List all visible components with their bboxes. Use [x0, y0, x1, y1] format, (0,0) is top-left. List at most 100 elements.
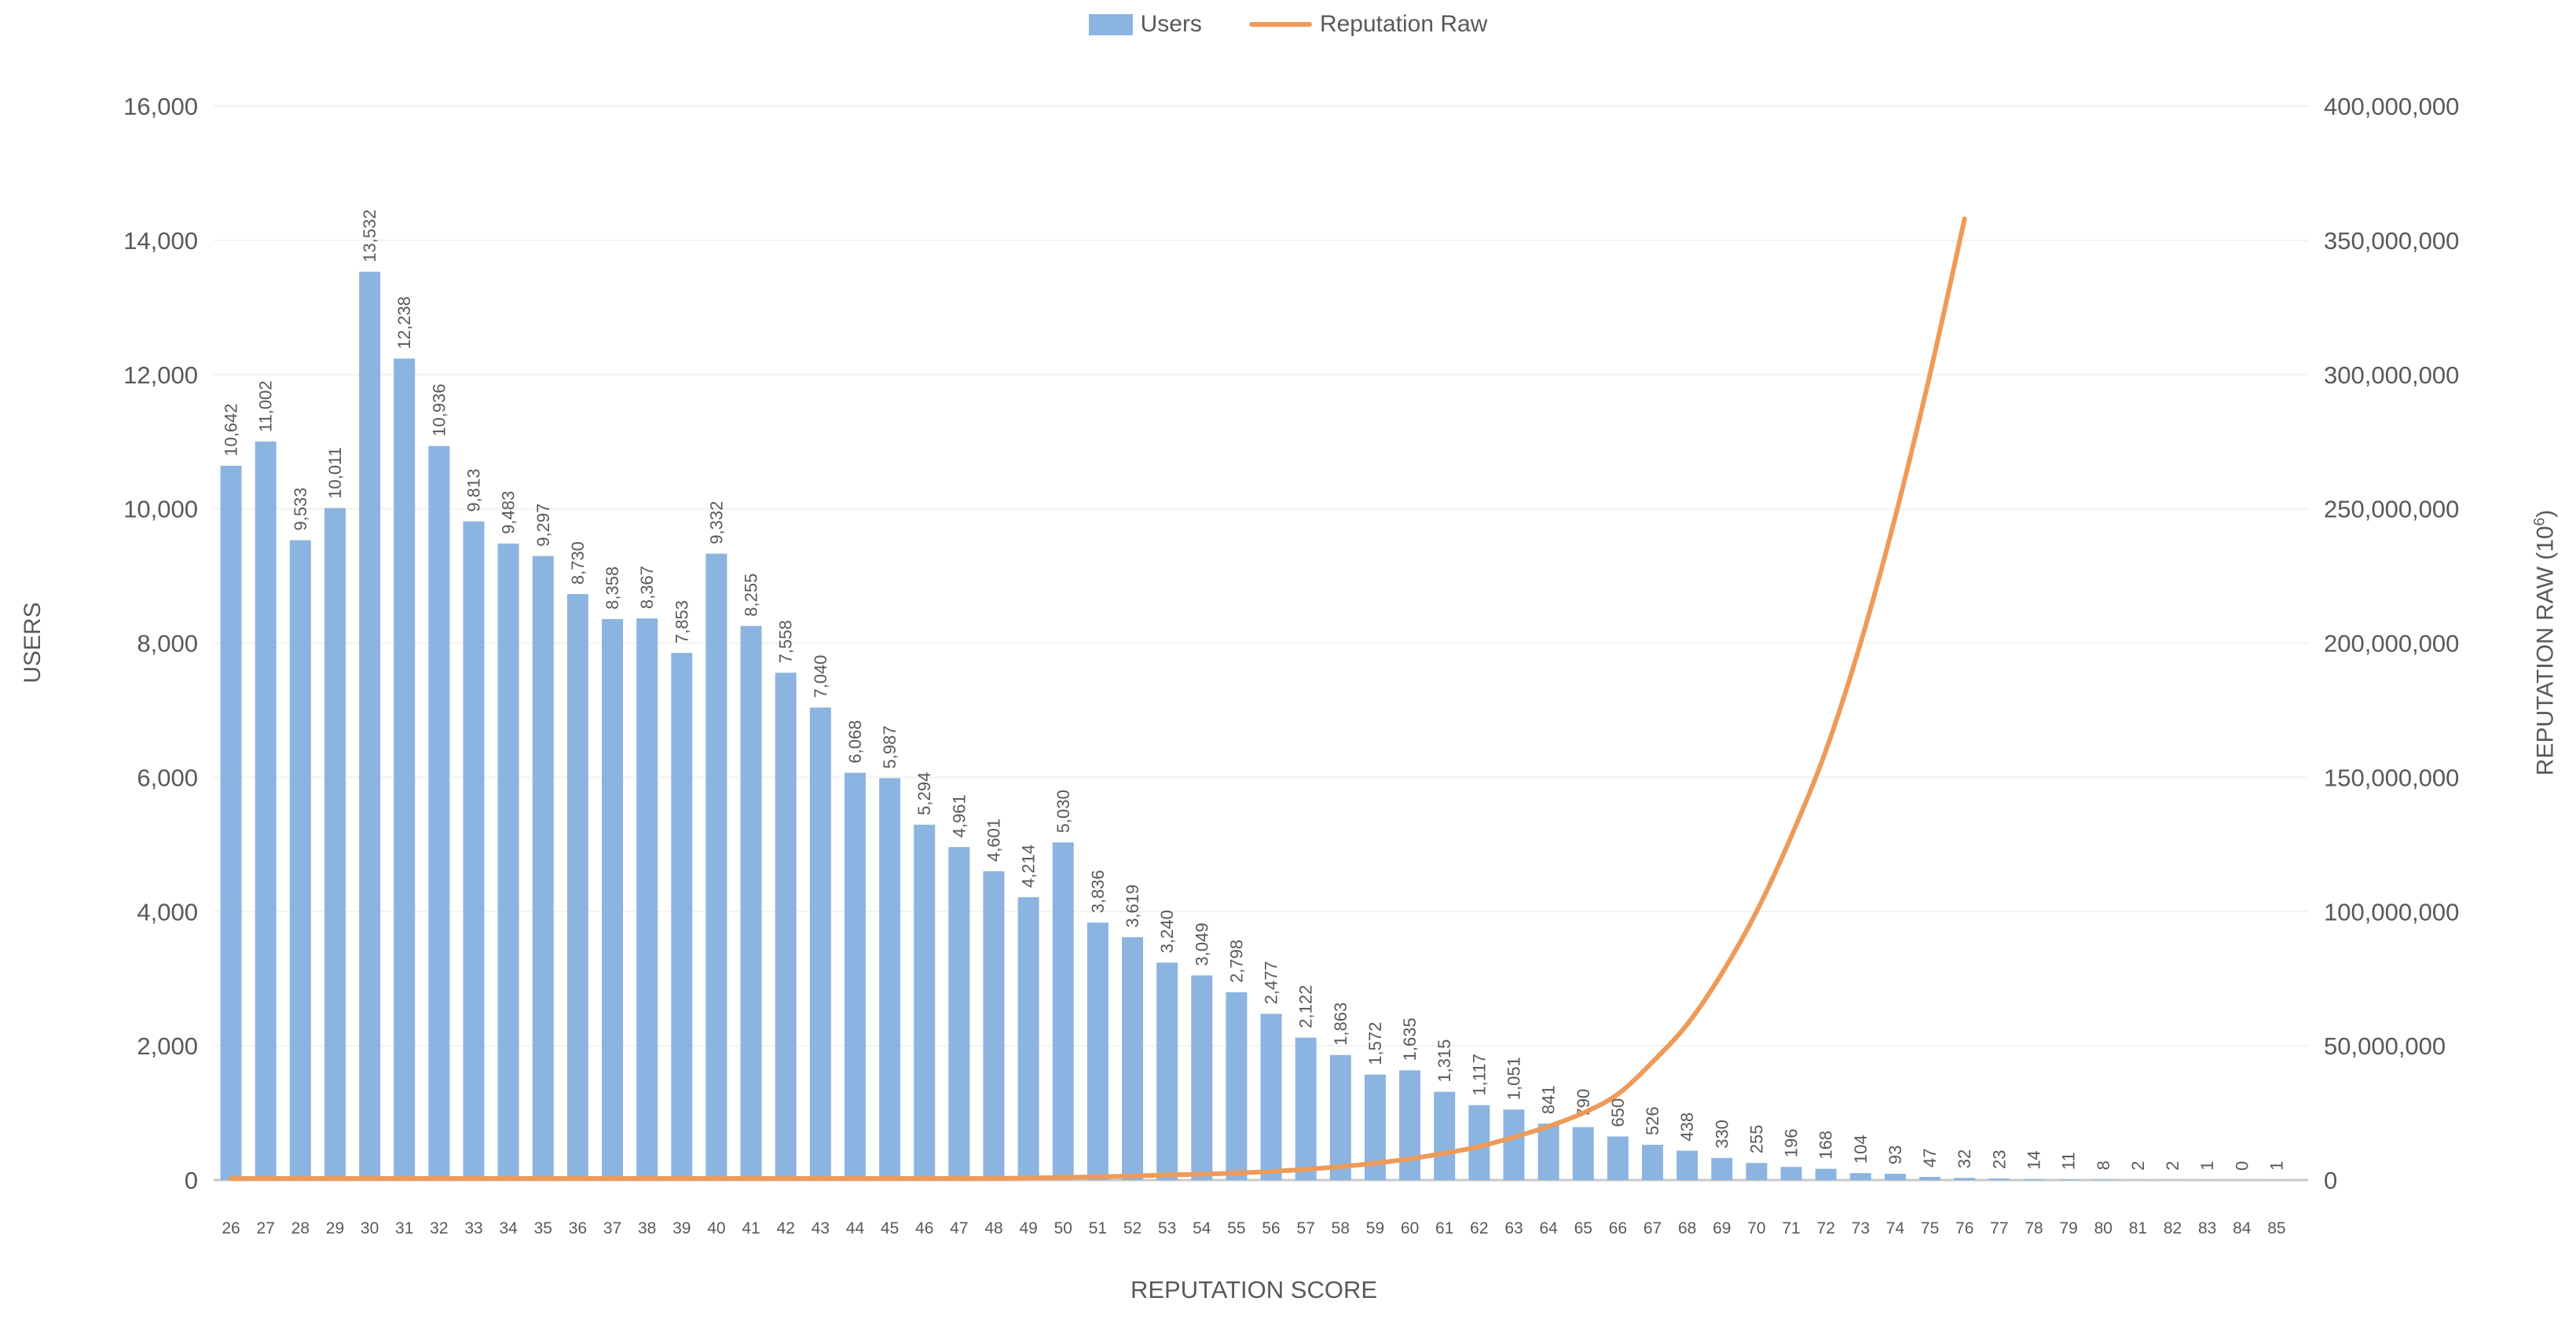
x-axis-tick-label: 46	[915, 1219, 933, 1237]
x-axis-tick-label: 44	[846, 1219, 865, 1237]
bar	[463, 521, 485, 1180]
bar	[1572, 1127, 1594, 1180]
bar-value-label: 9,813	[464, 469, 484, 512]
x-axis-tick-label: 60	[1401, 1219, 1419, 1237]
bar	[879, 778, 901, 1180]
x-axis-tick-label: 47	[950, 1219, 968, 1237]
bar-value-label: 841	[1539, 1085, 1559, 1114]
right-axis-title: REPUTATION RAW (106)	[2531, 509, 2559, 776]
bar-value-label: 1	[2197, 1161, 2217, 1171]
bar	[1295, 1037, 1317, 1180]
x-axis-tick-label: 36	[569, 1219, 587, 1237]
x-axis-tick-label: 34	[499, 1219, 518, 1237]
x-axis-tick-label: 84	[2233, 1219, 2252, 1237]
bar	[948, 847, 970, 1180]
x-axis-tick-label: 39	[672, 1219, 691, 1237]
bar-value-label: 438	[1677, 1113, 1697, 1142]
bar-value-label: 8,730	[568, 541, 588, 585]
x-axis-tick-label: 38	[638, 1219, 656, 1237]
left-axis-tick-label: 12,000	[123, 361, 198, 389]
bar-value-label: 2	[2128, 1161, 2148, 1171]
bar	[1607, 1136, 1629, 1180]
bar	[1884, 1174, 1906, 1180]
x-axis-tick-label: 83	[2198, 1219, 2216, 1237]
x-axis-tick-label: 61	[1435, 1219, 1453, 1237]
bar-value-label: 1,863	[1331, 1003, 1350, 1046]
bar-value-label: 5,294	[914, 772, 934, 816]
left-axis-tick-label: 4,000	[137, 898, 198, 926]
right-axis-tick-label: 0	[2324, 1167, 2337, 1194]
bar-value-label: 7,853	[672, 600, 691, 643]
x-axis-tick-label: 75	[1921, 1219, 1939, 1237]
bar-value-label: 255	[1746, 1124, 1766, 1153]
x-axis-tick-label: 78	[2025, 1219, 2043, 1237]
bar-value-label: 5,987	[880, 725, 900, 768]
bar	[983, 871, 1005, 1180]
x-axis-tick-label: 73	[1852, 1219, 1870, 1237]
right-axis-tick-label: 200,000,000	[2324, 630, 2459, 658]
chart-legend: Users Reputation Raw	[0, 11, 2576, 38]
bar-value-label: 1,572	[1365, 1022, 1385, 1065]
bar	[636, 618, 658, 1180]
reputation-raw-line	[229, 216, 1967, 1181]
left-axis-title: USERS	[20, 602, 46, 684]
bar	[602, 618, 624, 1180]
legend-item-reputation-raw: Reputation Raw	[1248, 11, 1487, 38]
bar	[394, 358, 416, 1180]
bar-value-label: 1,051	[1504, 1057, 1524, 1100]
bar-value-label: 10,011	[325, 447, 345, 499]
x-axis-tick-label: 85	[2267, 1219, 2285, 1237]
bar	[1086, 922, 1108, 1180]
bar-value-label: 650	[1608, 1098, 1628, 1127]
x-axis-tick-label: 31	[395, 1219, 413, 1237]
bar	[775, 673, 797, 1180]
bar	[532, 555, 554, 1180]
bar	[359, 271, 381, 1180]
bar	[2058, 1179, 2079, 1180]
bar-value-label: 1,117	[1469, 1054, 1489, 1095]
x-axis-tick-label: 66	[1609, 1219, 1627, 1237]
x-axis-tick-label: 32	[430, 1219, 448, 1237]
bar	[1156, 962, 1178, 1180]
x-axis-tick-label: 82	[2164, 1219, 2182, 1237]
bar-value-label: 4,961	[949, 794, 969, 838]
x-axis-tick-label: 33	[464, 1219, 482, 1237]
x-axis-tick-label: 41	[742, 1219, 760, 1237]
bar	[324, 508, 346, 1180]
bar-value-label: 2,122	[1296, 985, 1316, 1028]
bar	[844, 772, 866, 1180]
right-axis-tick-label: 350,000,000	[2324, 227, 2459, 255]
x-axis-tick-label: 69	[1713, 1219, 1731, 1237]
bar	[497, 543, 519, 1180]
x-axis-tick-label: 54	[1193, 1219, 1211, 1237]
x-axis-tick-label: 37	[603, 1219, 621, 1237]
bar-value-label: 12,238	[394, 296, 414, 349]
bar-value-label: 3,836	[1088, 870, 1108, 913]
x-axis-tick-label: 72	[1817, 1219, 1835, 1237]
bar-value-label: 6,068	[845, 720, 865, 764]
bar-value-label: 23	[1989, 1150, 2009, 1169]
bar-value-label: 2,798	[1226, 940, 1246, 983]
bar-value-label: 47	[1920, 1149, 1940, 1168]
x-axis-tick-label: 35	[534, 1219, 552, 1237]
bar	[428, 445, 450, 1180]
bar	[1746, 1163, 1768, 1180]
x-axis-tick-label: 74	[1886, 1219, 1905, 1237]
x-axis-tick-label: 30	[361, 1219, 379, 1237]
left-axis-tick-label: 14,000	[123, 227, 198, 255]
bar-value-label: 8,367	[637, 566, 657, 609]
x-axis-tick-label: 57	[1297, 1219, 1315, 1237]
bar-value-label: 104	[1851, 1135, 1871, 1164]
x-axis-tick-label: 40	[707, 1219, 725, 1237]
left-axis-tick-label: 8,000	[137, 630, 198, 658]
x-axis-tick-label: 64	[1539, 1219, 1558, 1237]
users-legend-label: Users	[1140, 11, 1202, 37]
x-axis-tick-label: 26	[222, 1219, 240, 1237]
bar-value-label: 5,030	[1053, 790, 1073, 833]
bar-value-label: 10,642	[222, 403, 241, 456]
left-axis-tick-label: 6,000	[137, 764, 198, 791]
right-axis-tick-label: 400,000,000	[2324, 93, 2459, 120]
bar	[220, 465, 242, 1180]
bar	[1988, 1179, 2010, 1180]
